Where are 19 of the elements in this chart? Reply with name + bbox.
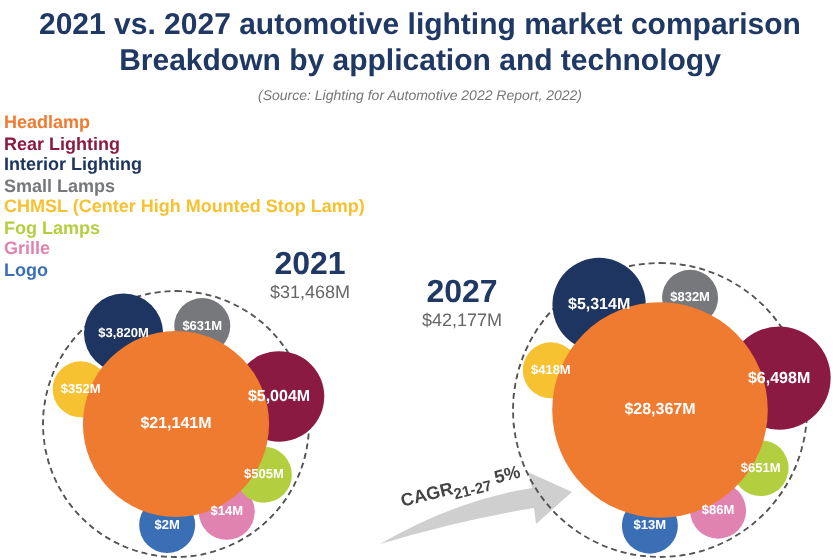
text: Logo [4, 259, 48, 279]
text: CHMSL (Center High Mounted Stop Lamp) [4, 196, 365, 217]
category-label: 2021 [272, 248, 348, 282]
text: Interior Lighting [4, 154, 144, 175]
data-label: $21,141M [140, 414, 213, 433]
text: Breakdown by application and technology [117, 44, 723, 78]
text: Small Lamps [4, 175, 118, 196]
text: Headlamp [4, 112, 93, 133]
category-label: 2027 [424, 276, 500, 310]
text: Grille [4, 238, 51, 258]
text: Rear Lighting [4, 133, 122, 154]
text: $31,468M [267, 282, 353, 304]
text: $42,177M [419, 310, 505, 332]
data-label: $28,367M [624, 400, 697, 419]
text: Fog Lamps [4, 217, 103, 238]
data-label: $5,314M [567, 294, 631, 313]
data-label: $5,004M [247, 386, 311, 405]
data-label: $6,498M [747, 368, 811, 387]
text: 2021 vs. 2027 automotive lighting market comparison [37, 8, 803, 42]
